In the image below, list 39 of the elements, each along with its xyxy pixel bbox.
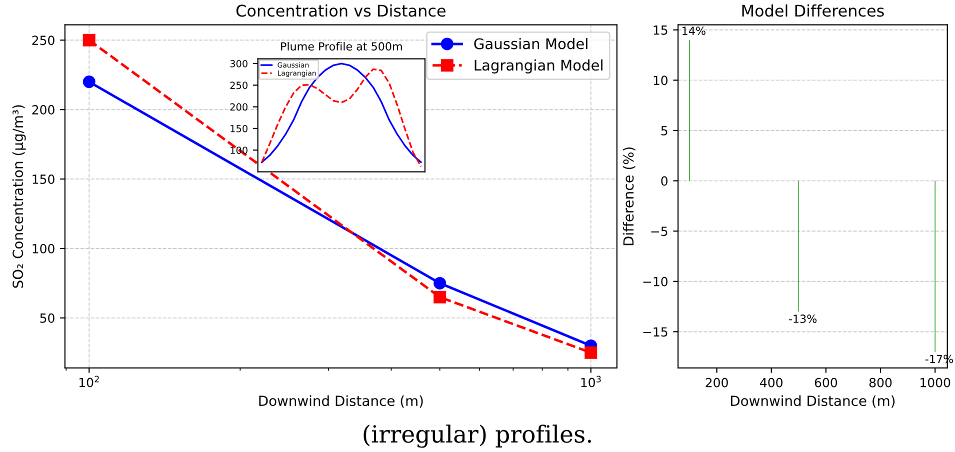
y-tick-label: 200 xyxy=(230,103,248,111)
y-tick-label: 150 xyxy=(32,174,54,184)
legend-label: Lagrangian Model xyxy=(474,59,602,74)
y-tick-label: 100 xyxy=(32,244,54,254)
x-tick-label: 800 xyxy=(869,378,892,388)
data-label: -13% xyxy=(789,314,817,323)
chart-title: Concentration vs Distance xyxy=(236,4,446,17)
y-axis-title: SO₂ Concentration (µg/m³) xyxy=(12,105,26,288)
point xyxy=(82,76,96,88)
x-axis-title: Downwind Distance (m) xyxy=(259,395,423,408)
y-tick-label: 250 xyxy=(32,36,54,46)
y-tick-label: −5 xyxy=(651,226,668,236)
x-tick-label: 200 xyxy=(706,378,728,388)
y-axis-title: Difference (%) xyxy=(622,147,636,246)
legend-label: Gaussian Model xyxy=(474,38,588,50)
chart-title: Plume Profile at 500m xyxy=(281,42,402,51)
chart-title: Model Differences xyxy=(742,4,884,17)
y-tick-label: 10 xyxy=(654,76,668,86)
y-tick-label: −15 xyxy=(643,327,668,337)
y-tick-label: 300 xyxy=(230,60,248,68)
y-tick-label: 250 xyxy=(230,82,248,89)
x-tick-label: 400 xyxy=(760,378,782,388)
point xyxy=(584,346,598,359)
y-tick-label: 50 xyxy=(40,313,54,323)
y-tick-label: 0 xyxy=(661,176,668,186)
y-tick-label: 15 xyxy=(654,26,668,35)
x-tick-label: 10$^{2}$ xyxy=(79,376,99,388)
x-axis-title: Downwind Distance (m) xyxy=(731,395,895,408)
data-label: 14% xyxy=(682,26,706,36)
y-tick-label: 5 xyxy=(661,126,668,136)
x-tick-label: 600 xyxy=(814,378,838,388)
y-tick-label: 100 xyxy=(230,146,248,154)
y-tick-label: 150 xyxy=(230,124,248,132)
x-tick-label: 1000 xyxy=(920,378,950,388)
point xyxy=(82,34,96,46)
x-tick-label: 10$^{3}$ xyxy=(581,376,601,388)
y-tick-label: 200 xyxy=(32,105,54,115)
text: (irregular) profiles. xyxy=(364,424,591,448)
y-tick-label: −10 xyxy=(643,276,668,286)
